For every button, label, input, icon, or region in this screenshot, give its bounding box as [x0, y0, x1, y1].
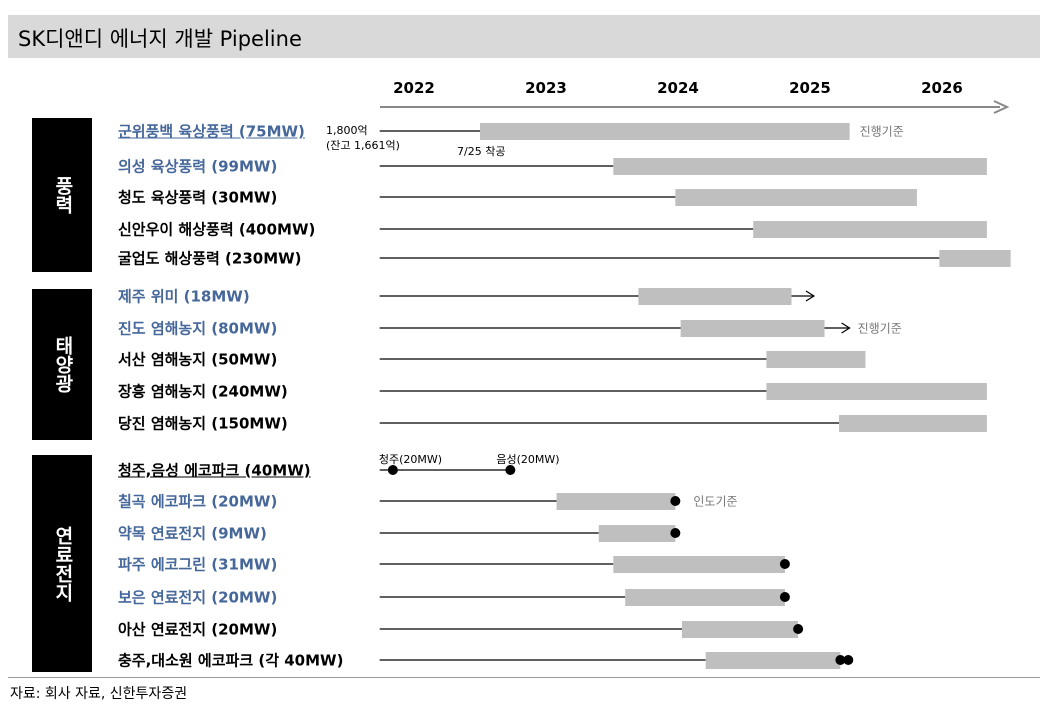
schedule-bar: [753, 221, 987, 238]
schedule-bar: [675, 189, 917, 206]
year-tick-label: 2026: [921, 79, 963, 97]
milestone-dot: [779, 592, 790, 602]
project-label: 군위풍백 육상풍력 (75MW): [118, 122, 305, 141]
milestone-dot: [793, 624, 804, 634]
project-label: 청도 육상풍력 (30MW): [118, 188, 278, 207]
project-label: 의성 육상풍력 (99MW): [118, 157, 278, 176]
schedule-bar: [839, 415, 987, 432]
milestone-dot: [670, 528, 681, 538]
schedule-bar: [556, 493, 676, 510]
schedule-bar: [613, 158, 987, 175]
dot-label: 음성(20MW): [496, 453, 560, 466]
milestone-dot: [387, 465, 398, 475]
arrowhead: [805, 290, 816, 302]
schedule-bar: [638, 288, 792, 305]
schedule-bar: [680, 320, 825, 337]
project-label: 진도 염해농지 (80MW): [118, 319, 278, 338]
project-label: 약목 연료전지 (9MW): [118, 524, 267, 543]
schedule-bar: [598, 525, 676, 542]
project-label: 당진 염해농지 (150MW): [118, 414, 288, 433]
start-note: 7/25 착공: [457, 145, 506, 158]
project-label: 제주 위미 (18MW): [118, 287, 250, 306]
schedule-bar: [766, 383, 987, 400]
source-note: 자료: 회사 자료, 신한투자증권: [10, 686, 188, 702]
milestone-dot: [835, 655, 846, 665]
axis-arrowhead: [993, 100, 1010, 114]
backlog-note: (잔고 1,661억): [326, 139, 400, 152]
year-tick-label: 2023: [525, 79, 567, 97]
status-note: 진행기준: [859, 124, 904, 139]
status-note: 진행기준: [857, 321, 902, 336]
project-label: 굴업도 해상풍력 (230MW): [118, 249, 302, 268]
category-0: 풍력: [32, 118, 92, 272]
year-tick-label: 2022: [393, 79, 435, 97]
schedule-bar: [681, 621, 799, 638]
status-note: 인도기준: [693, 494, 738, 509]
project-label: 파주 에코그린 (31MW): [118, 555, 278, 574]
schedule-bar: [705, 652, 841, 669]
schedule-bar: [480, 123, 850, 140]
project-label: 청주,음성 에코파크 (40MW): [118, 461, 311, 480]
project-label: 신안우이 해상풍력 (400MW): [118, 220, 316, 239]
footer-divider: [8, 677, 1040, 678]
project-label: 충주,대소원 에코파크 (각 40MW): [118, 651, 344, 670]
year-tick-label: 2024: [657, 79, 699, 97]
project-label: 보은 연료전지 (20MW): [118, 588, 278, 607]
arrowhead: [841, 322, 851, 334]
schedule-bar: [766, 351, 866, 368]
year-tick-label: 2025: [789, 79, 831, 97]
schedule-bar: [939, 250, 1011, 267]
project-label: 장흥 염해농지 (240MW): [118, 382, 288, 401]
dot-label: 청주(20MW): [378, 453, 443, 466]
project-label: 서산 염해농지 (50MW): [118, 350, 278, 369]
project-label: 아산 연료전지 (20MW): [118, 620, 278, 639]
amount-note: 1,800억: [326, 124, 368, 137]
schedule-bar: [613, 556, 785, 573]
milestone-dot: [843, 655, 854, 665]
milestone-dot: [779, 559, 790, 569]
schedule-bar: [625, 589, 785, 606]
category-1: 태양광: [32, 289, 92, 440]
page-title: SK디앤디 에너지 개발 Pipeline: [18, 27, 302, 51]
project-label: 칠곡 에코파크 (20MW): [118, 492, 278, 511]
title-bar: SK디앤디 에너지 개발 Pipeline: [8, 15, 1040, 58]
milestone-dot: [670, 496, 681, 506]
milestone-dot: [505, 465, 516, 475]
category-2: 연료전지: [32, 455, 92, 672]
